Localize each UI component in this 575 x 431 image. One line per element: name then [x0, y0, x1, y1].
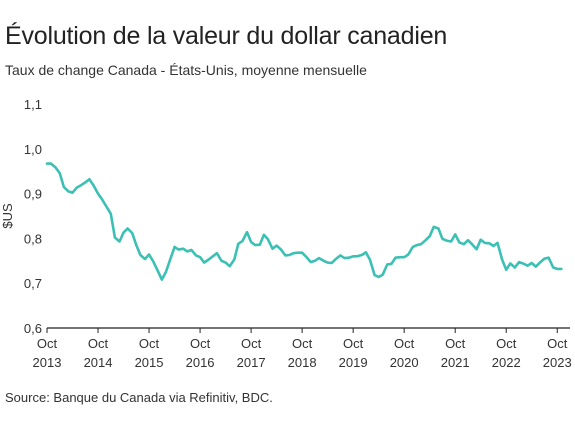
- x-axis-ticks: Oct 2013 Oct 2014 Oct 2015 Oct 2016 Oct 2017 Oct 20…: [33, 328, 572, 370]
- chart-title: Évolution de la valeur du dollar canadie…: [5, 22, 448, 50]
- x-tick-label-month: Oct: [496, 336, 517, 351]
- y-tick-label: 0,6: [24, 321, 42, 336]
- x-tick-label-month: Oct: [139, 336, 160, 351]
- y-tick-label: 0,8: [24, 231, 42, 246]
- y-tick-label: 1,1: [24, 97, 42, 112]
- x-tick-label-year: 2015: [135, 355, 164, 370]
- x-tick-label-year: 2023: [543, 355, 572, 370]
- x-tick-label-month: Oct: [37, 336, 58, 351]
- source-note: Source: Banque du Canada via Refinitiv, …: [5, 390, 273, 405]
- x-tick-label-month: Oct: [343, 336, 364, 351]
- x-tick-label-month: Oct: [547, 336, 568, 351]
- y-axis-ticks: 0,6 0,7 0,8 0,9 1,0 1,1: [24, 97, 42, 336]
- x-tick-label-month: Oct: [292, 336, 313, 351]
- x-tick-label-month: Oct: [88, 336, 109, 351]
- x-tick-label-year: 2014: [84, 355, 113, 370]
- y-tick-label: 0,9: [24, 187, 42, 202]
- series-line-cad-usd: [45, 162, 563, 281]
- x-tick-label-year: 2022: [492, 355, 521, 370]
- y-tick-label: 0,7: [24, 276, 42, 291]
- y-axis-title: $US: [0, 203, 15, 229]
- x-tick-label-month: Oct: [394, 336, 415, 351]
- x-tick-label-year: 2021: [441, 355, 470, 370]
- x-tick-label-year: 2020: [390, 355, 419, 370]
- x-tick-label-year: 2013: [33, 355, 62, 370]
- x-tick-label-year: 2016: [186, 355, 215, 370]
- x-tick-label-year: 2017: [237, 355, 266, 370]
- x-tick-label-month: Oct: [445, 336, 466, 351]
- x-tick-label-year: 2019: [339, 355, 368, 370]
- x-tick-label-month: Oct: [190, 336, 211, 351]
- y-tick-label: 1,0: [24, 142, 42, 157]
- x-tick-label-year: 2018: [288, 355, 317, 370]
- chart-subtitle: Taux de change Canada - États-Unis, moye…: [5, 62, 367, 78]
- x-tick-label-month: Oct: [241, 336, 262, 351]
